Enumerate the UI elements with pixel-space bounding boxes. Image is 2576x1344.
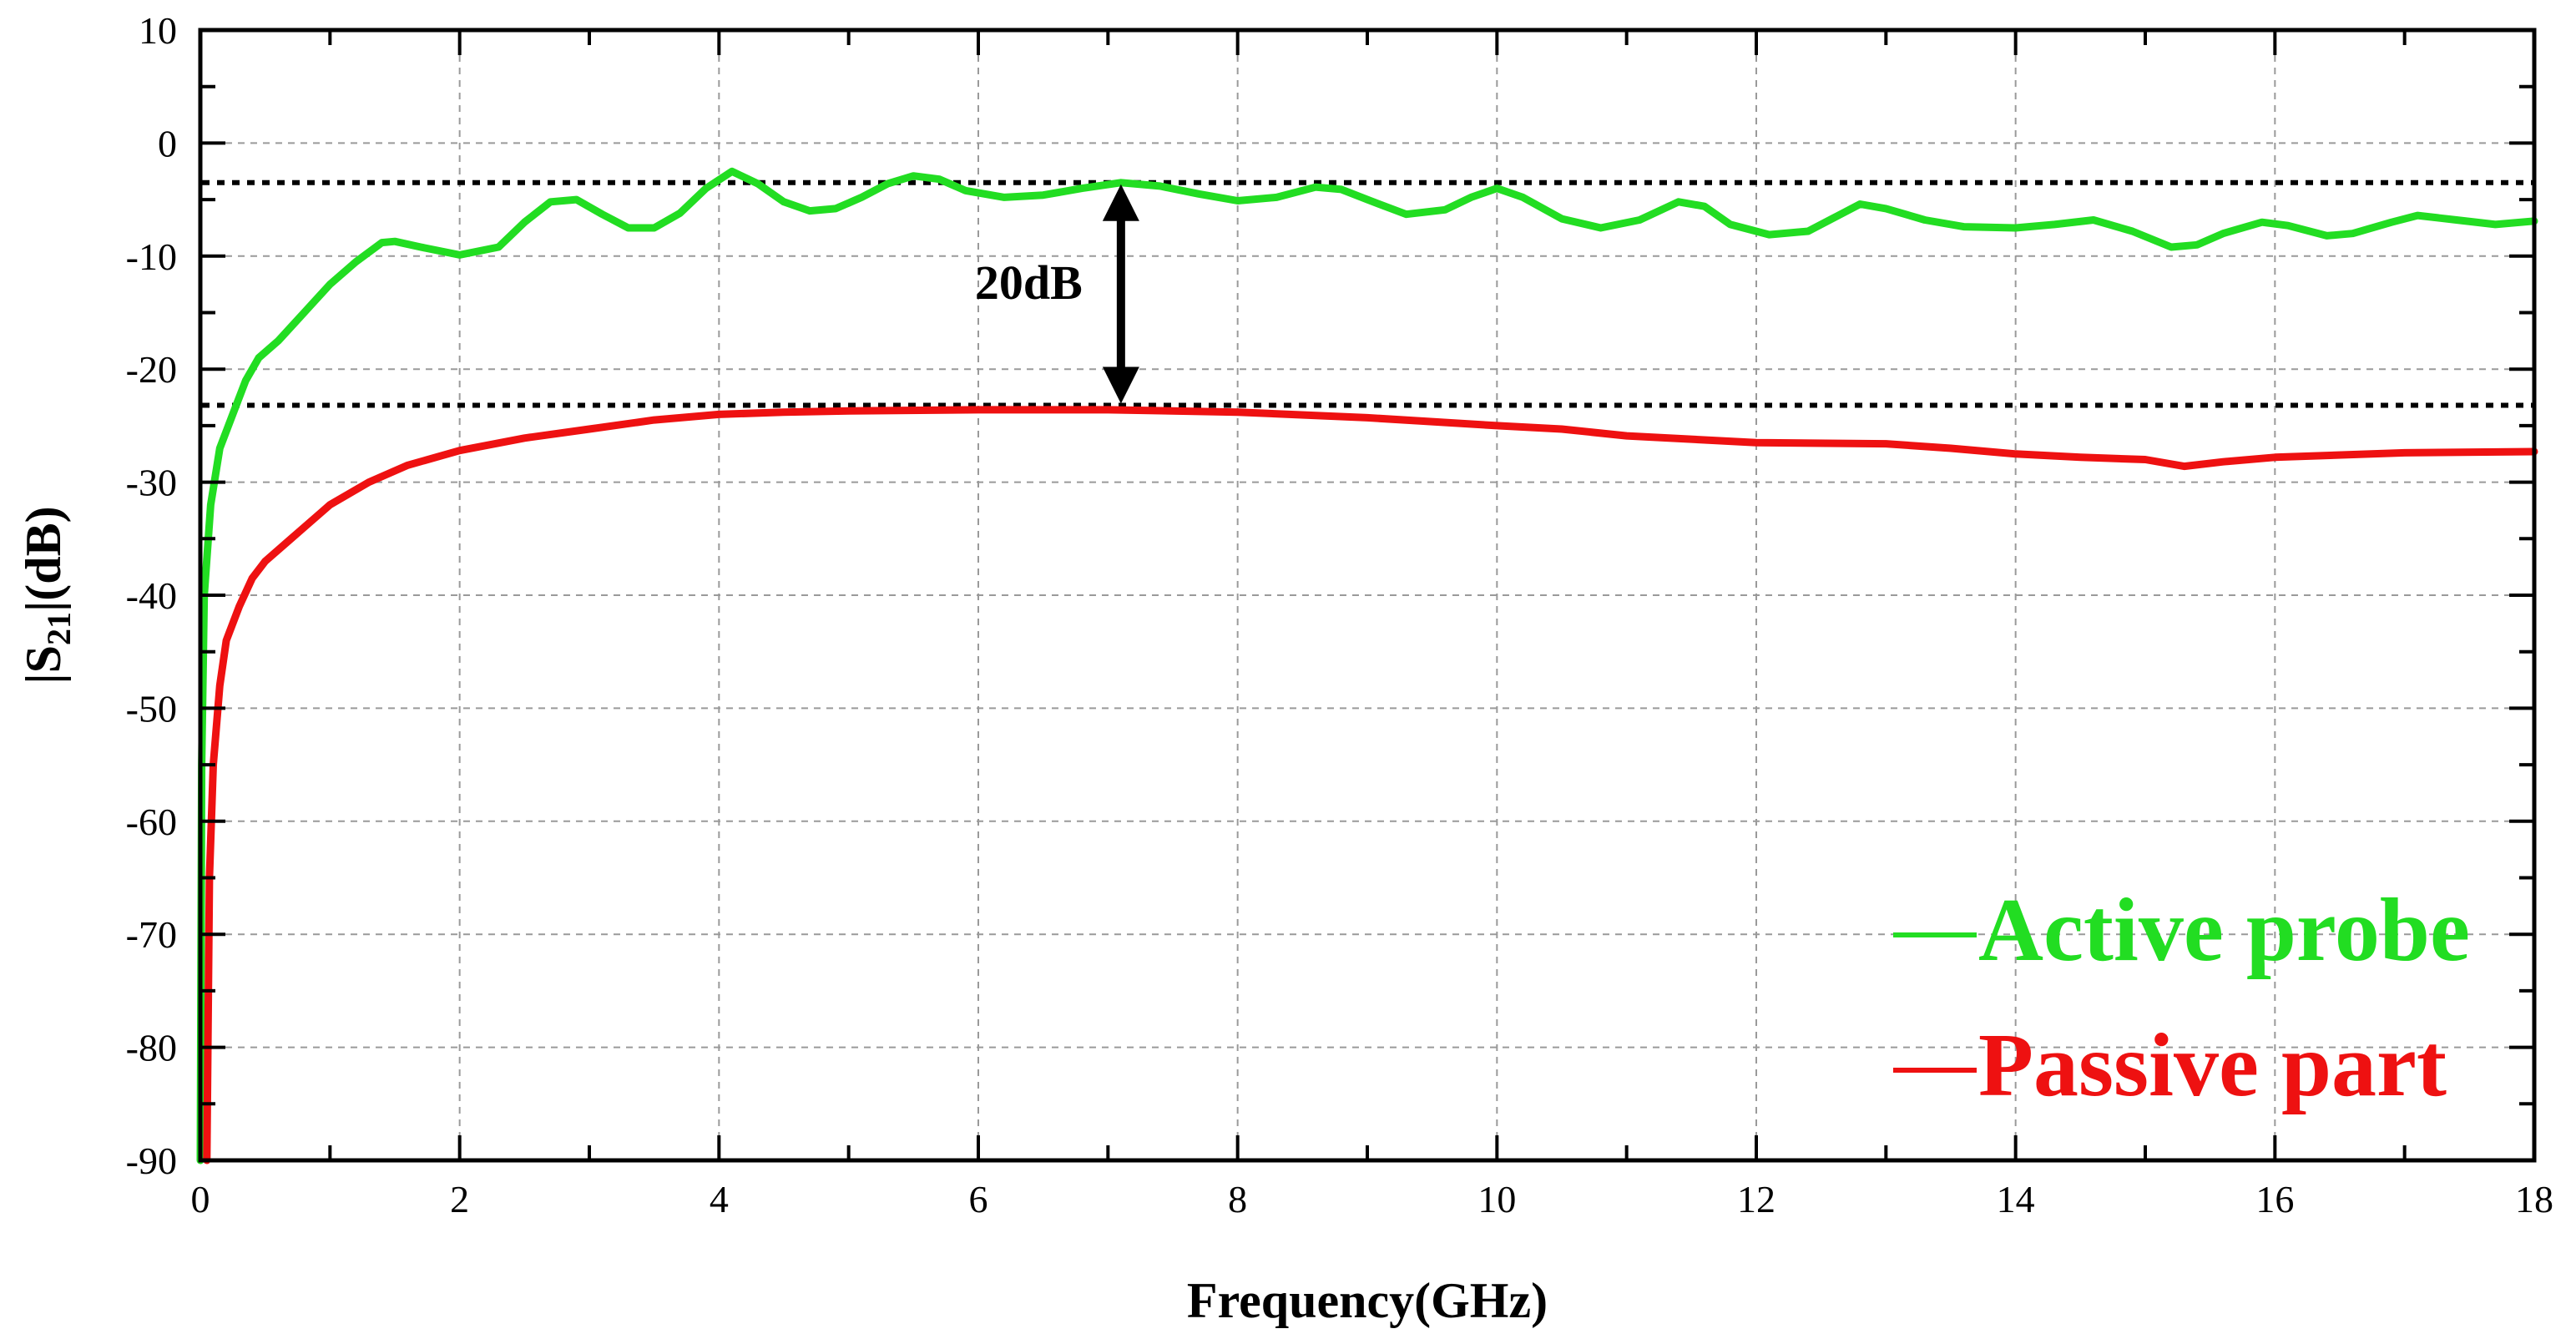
annotation-layer: 20dB [975, 184, 1139, 404]
legend-label-active-probe: Active probe [1978, 881, 2470, 980]
y-title-pre: |S [16, 645, 71, 685]
y-tick-label: -90 [126, 1139, 177, 1182]
series-line-active-probe [196, 167, 2538, 1165]
y-tick-label: -10 [126, 235, 177, 278]
axis-ticks [199, 28, 2536, 1162]
annotation-label: 20dB [975, 255, 1083, 310]
legend-label-passive-part: Passive part [1978, 1016, 2447, 1115]
y-tick-label: -50 [126, 687, 177, 730]
x-tick-label: 8 [1228, 1178, 1247, 1220]
y-tick-label: -20 [126, 348, 177, 391]
series-line-passive-part [203, 406, 2538, 1165]
annotation-arrowhead-down [1102, 366, 1139, 404]
legend: Active probe Passive part [1893, 881, 2470, 1115]
x-axis-title: Frequency(GHz) [1187, 1273, 1548, 1328]
x-tick-label: 10 [1477, 1178, 1516, 1220]
annotation-arrowhead-up [1102, 184, 1139, 221]
y-tick-label: 0 [158, 122, 177, 164]
x-tick-label: 0 [191, 1178, 210, 1220]
y-title-post: |(dB) [16, 506, 71, 612]
y-tick-labels: 10 0 -10 -20 -30 -40 -50 -60 -70 -80 -90 [126, 9, 177, 1182]
grid [200, 30, 2534, 1160]
x-tick-labels: 0 2 4 6 8 10 12 14 16 18 [191, 1178, 2554, 1220]
series-layer [196, 167, 2538, 1165]
x-tick-label: 16 [2255, 1178, 2294, 1220]
y-tick-label: -40 [126, 574, 177, 617]
x-tick-label: 18 [2515, 1178, 2553, 1220]
x-tick-label: 6 [969, 1178, 988, 1220]
y-tick-label: -70 [126, 913, 177, 956]
y-tick-label: 10 [139, 9, 177, 52]
y-title-sub: 21 [40, 612, 78, 645]
y-axis-title: |S21|(dB) [16, 506, 78, 684]
y-tick-label: -80 [126, 1027, 177, 1069]
x-tick-label: 12 [1737, 1178, 1775, 1220]
x-tick-label: 2 [450, 1178, 469, 1220]
x-tick-label: 14 [1997, 1178, 2035, 1220]
y-tick-label: -60 [126, 801, 177, 843]
y-tick-label: -30 [126, 462, 177, 504]
reference-lines [202, 179, 2533, 408]
x-tick-label: 4 [710, 1178, 729, 1220]
